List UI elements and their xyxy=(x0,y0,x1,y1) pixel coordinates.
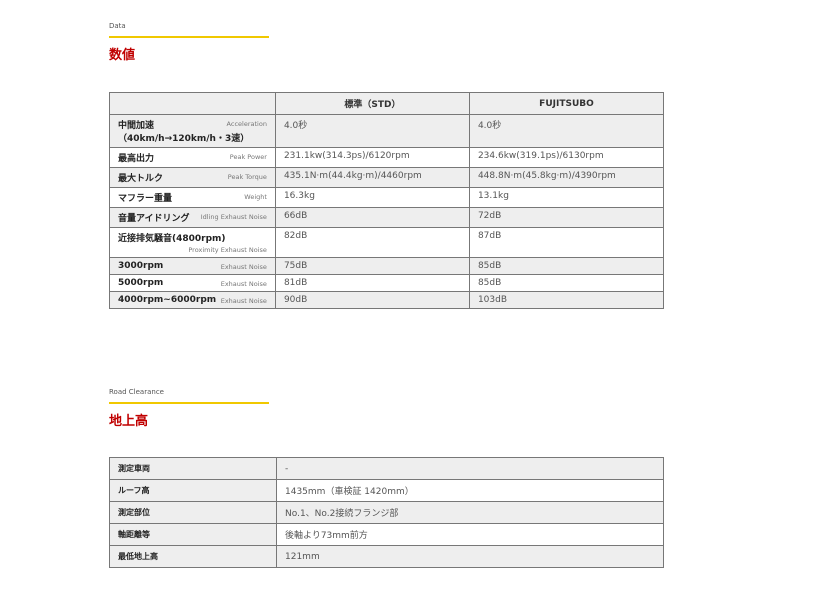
section-label-clearance: Road Clearance xyxy=(109,388,164,396)
table-row: Idling Exhaust Noise 音量アイドリング 66dB 72dB xyxy=(109,207,665,228)
row-label-jp: 5000rpm xyxy=(118,278,164,288)
table-row: Peak Torque 最大トルク 435.1N·m(44.4kg·m)/4460r… xyxy=(109,167,665,188)
row-label-jp: 3000rpm xyxy=(118,261,164,271)
std-value: 231.1kw(314.3ps)/6120rpm xyxy=(274,147,470,168)
row-label-en: Exhaust Noise xyxy=(220,297,267,305)
row-label: Weight マフラー重量 xyxy=(109,187,276,208)
row-value: 1435mm（車検証 1420mm） xyxy=(276,479,664,502)
header-cell xyxy=(109,92,276,115)
section-title-clearance: 地上高 xyxy=(109,414,149,429)
table-row: Acceleration 中間加速（40km/h→120km/h・3速） 4.0秒 4… xyxy=(109,114,665,148)
fujitsubo-value: 72dB xyxy=(468,207,665,228)
std-value: 82dB xyxy=(274,227,470,258)
table-row: Peak Power 最高出力 231.1kw(314.3ps)/6120rpm 23… xyxy=(109,147,665,168)
row-label: 測定部位 xyxy=(109,501,277,524)
section-label-data: Data xyxy=(109,22,126,30)
row-label: Peak Torque 最大トルク xyxy=(109,167,276,188)
row-value: 後軸より73mm前方 xyxy=(276,523,664,546)
table-row: Exhaust Noise 4000rpm~6000rpm 90dB 103dB xyxy=(109,291,665,309)
row-label: Exhaust Noise 5000rpm xyxy=(109,274,276,292)
row-label: 最低地上高 xyxy=(109,545,277,568)
std-value: 90dB xyxy=(274,291,470,309)
row-label-jp: 音量アイドリング xyxy=(118,214,190,224)
std-value: 4.0秒 xyxy=(274,114,470,148)
row-label: Peak Power 最高出力 xyxy=(109,147,276,168)
row-value: No.1、No.2接続フランジ部 xyxy=(276,501,664,524)
row-value: 121mm xyxy=(276,545,664,568)
section-title-data: 数値 xyxy=(109,48,136,63)
table-row: ルーフ高 1435mm（車検証 1420mm） xyxy=(109,479,664,502)
table-row: Exhaust Noise 3000rpm 75dB 85dB xyxy=(109,257,665,275)
row-label-jp: 最大トルク xyxy=(118,174,164,184)
row-label-en: Weight xyxy=(244,193,267,201)
fujitsubo-value: 85dB xyxy=(468,257,665,275)
row-label: Exhaust Noise 3000rpm xyxy=(109,257,276,275)
header-cell: FUJITSUBO xyxy=(468,92,665,115)
row-label: 軸距離等 xyxy=(109,523,277,546)
section-divider xyxy=(109,402,269,404)
fujitsubo-value: 4.0秒 xyxy=(468,114,665,148)
data-table: 標準（STD） FUJITSUBO Acceleration 中間加速（40km/h… xyxy=(109,92,665,309)
row-label-en: Proximity Exhaust Noise xyxy=(188,246,267,254)
fujitsubo-value: 234.6kw(319.1ps)/6130rpm xyxy=(468,147,665,168)
row-label-en: Acceleration xyxy=(226,120,267,128)
row-label: Exhaust Noise 4000rpm~6000rpm xyxy=(109,291,276,309)
row-label: Idling Exhaust Noise 音量アイドリング xyxy=(109,207,276,228)
header-cell: 標準（STD） xyxy=(274,92,470,115)
row-label: ルーフ高 xyxy=(109,479,277,502)
table-row: 測定部位 No.1、No.2接続フランジ部 xyxy=(109,501,664,524)
row-label-en: Peak Power xyxy=(229,153,267,161)
std-value: 75dB xyxy=(274,257,470,275)
std-value: 66dB xyxy=(274,207,470,228)
table-row: 測定車両 - xyxy=(109,457,664,480)
row-label-en: Exhaust Noise xyxy=(220,263,267,271)
row-label-en: Idling Exhaust Noise xyxy=(200,213,267,221)
table-row: Weight マフラー重量 16.3kg 13.1kg xyxy=(109,187,665,208)
row-label: 近接排気騒音(4800rpm) Proximity Exhaust Noise xyxy=(109,227,276,258)
row-label-jp: 近接排気騒音(4800rpm) xyxy=(118,234,226,244)
row-label-en: Exhaust Noise xyxy=(220,280,267,288)
table-row: 近接排気騒音(4800rpm) Proximity Exhaust Noise 82… xyxy=(109,227,665,258)
table-row: 最低地上高 121mm xyxy=(109,545,664,568)
row-label: 測定車両 xyxy=(109,457,277,480)
std-value: 81dB xyxy=(274,274,470,292)
row-label-jp: 最高出力 xyxy=(118,154,155,164)
section-divider xyxy=(109,36,269,38)
fujitsubo-value: 87dB xyxy=(468,227,665,258)
table-row: Exhaust Noise 5000rpm 81dB 85dB xyxy=(109,274,665,292)
clearance-table: 測定車両 - ルーフ高 1435mm（車検証 1420mm） 測定部位 No.1、No.2… xyxy=(109,457,664,568)
row-label-jp: マフラー重量 xyxy=(118,194,173,204)
row-label-jp: 4000rpm~6000rpm xyxy=(118,295,217,305)
std-value: 435.1N·m(44.4kg·m)/4460rpm xyxy=(274,167,470,188)
fujitsubo-value: 448.8N·m(45.8kg·m)/4390rpm xyxy=(468,167,665,188)
row-label: Acceleration 中間加速（40km/h→120km/h・3速） xyxy=(109,114,276,148)
table-row: 軸距離等 後軸より73mm前方 xyxy=(109,523,664,546)
fujitsubo-value: 85dB xyxy=(468,274,665,292)
fujitsubo-value: 13.1kg xyxy=(468,187,665,208)
row-label-jp: 中間加速（40km/h→120km/h・3速） xyxy=(118,121,250,144)
row-value: - xyxy=(276,457,664,480)
fujitsubo-value: 103dB xyxy=(468,291,665,309)
row-label-en: Peak Torque xyxy=(227,173,267,181)
std-value: 16.3kg xyxy=(274,187,470,208)
